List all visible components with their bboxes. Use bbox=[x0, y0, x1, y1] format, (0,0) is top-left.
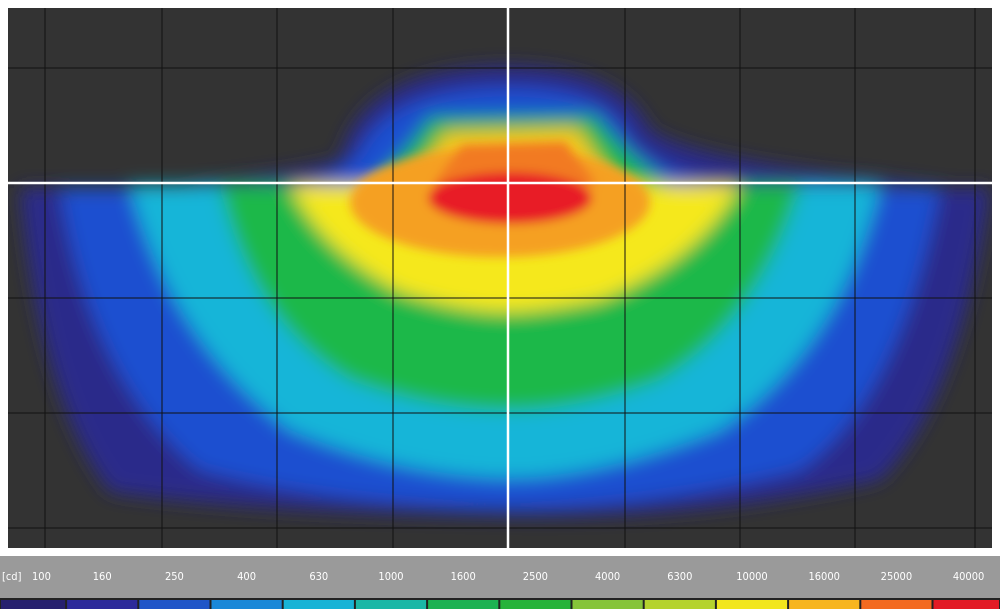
colorbar-segment bbox=[283, 600, 354, 609]
colorbar-segment bbox=[1, 600, 66, 609]
colorbar-segment bbox=[428, 600, 499, 609]
scale-tick-label: 2500 bbox=[523, 570, 548, 583]
scale-tick-label: 10000 bbox=[736, 570, 767, 583]
colorbar-segment bbox=[67, 600, 138, 609]
unit-label: [cd] bbox=[2, 570, 22, 583]
colorbar-segment bbox=[644, 600, 715, 609]
scale-tick-label: 400 bbox=[237, 570, 256, 583]
scale-tick-label: 1000 bbox=[378, 570, 403, 583]
scale-tick-label: 6300 bbox=[667, 570, 692, 583]
scale-tick-label: 16000 bbox=[808, 570, 839, 583]
scale-tick-label: 250 bbox=[165, 570, 184, 583]
colorbar-segment bbox=[500, 600, 571, 609]
legend-background bbox=[0, 556, 1000, 598]
grid bbox=[8, 8, 992, 548]
colorbar-segment bbox=[861, 600, 932, 609]
colorbar-segment bbox=[716, 600, 788, 609]
colorbar-segment bbox=[572, 600, 643, 609]
beam-image bbox=[20, 65, 990, 517]
scale-tick-label: 4000 bbox=[595, 570, 620, 583]
scale-tick-label: 160 bbox=[93, 570, 112, 583]
scale-tick-label: 100 bbox=[32, 570, 51, 583]
colorbar-segment bbox=[355, 600, 427, 609]
colorbar-background bbox=[0, 598, 1000, 609]
colorbar-segment bbox=[789, 600, 860, 609]
scale-tick-label: 630 bbox=[309, 570, 328, 583]
colorbar-segment bbox=[211, 600, 282, 609]
scale-tick-label: 25000 bbox=[881, 570, 912, 583]
colorbar-segment bbox=[139, 600, 210, 609]
colorbar-segment bbox=[933, 600, 999, 609]
axis-cross bbox=[8, 8, 992, 548]
scale-tick-label: 1600 bbox=[451, 570, 476, 583]
scale-tick-label: 40000 bbox=[953, 570, 984, 583]
